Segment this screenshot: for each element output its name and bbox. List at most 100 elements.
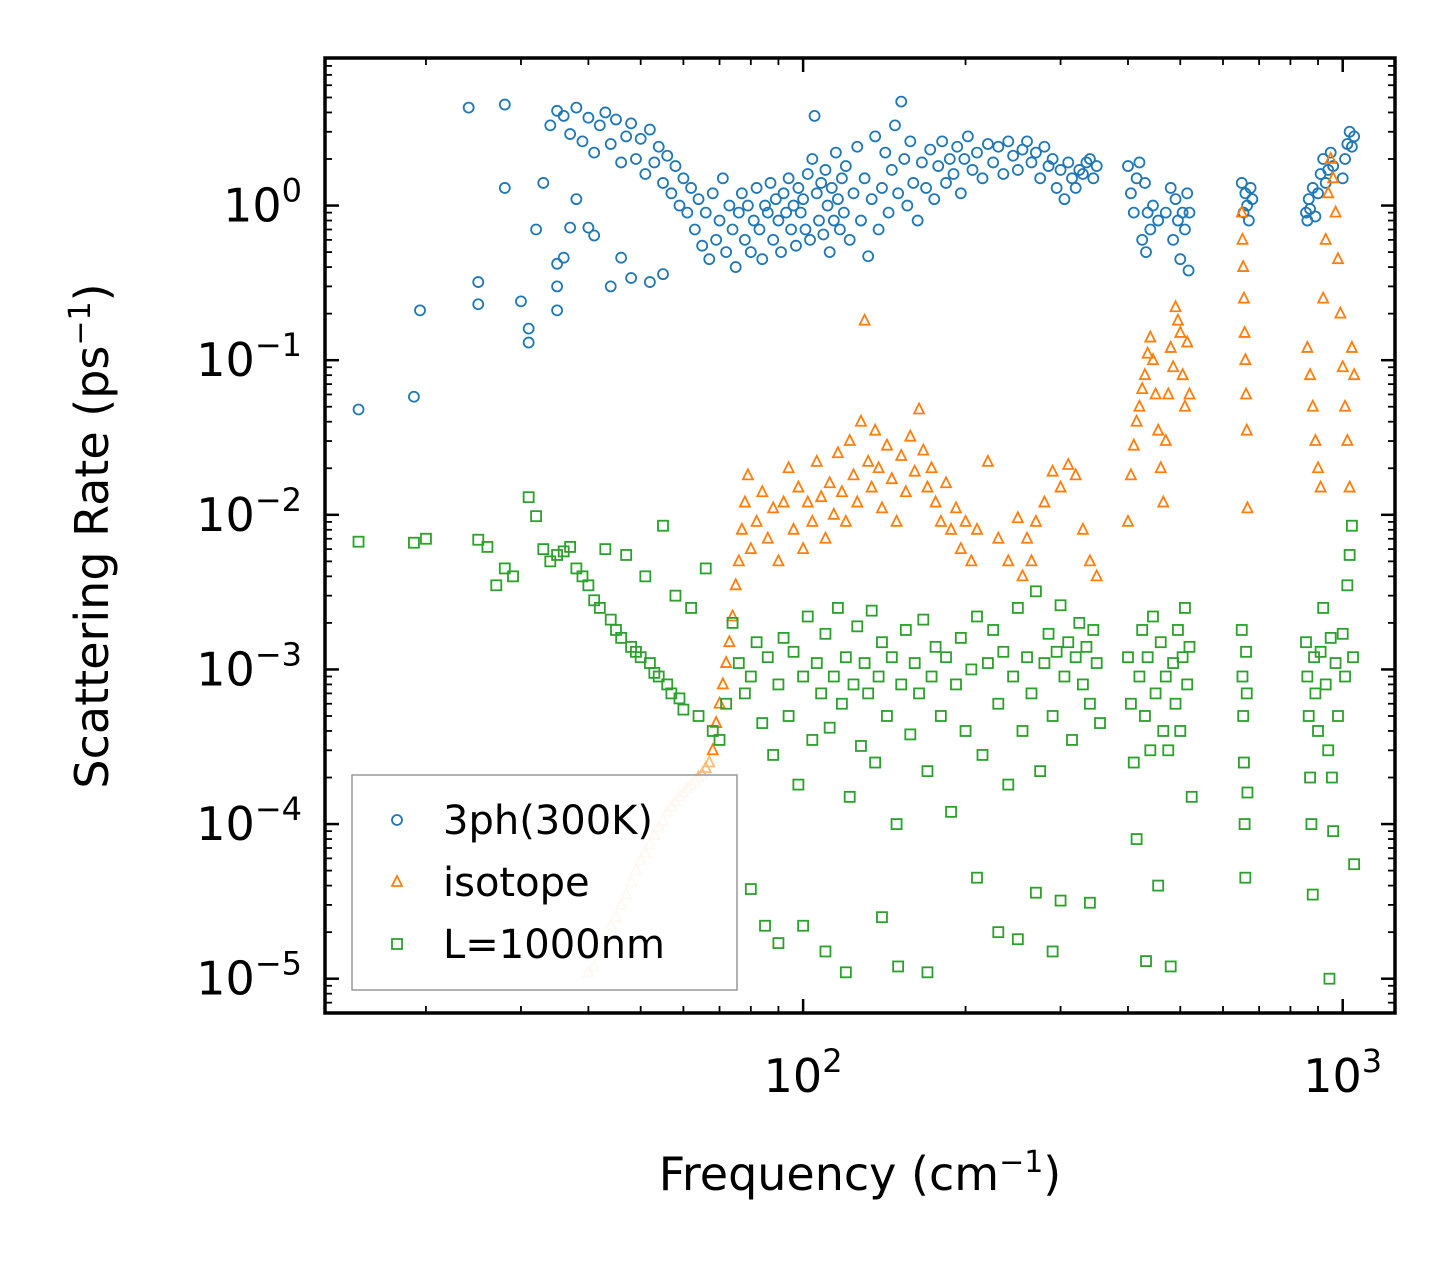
data-point (515, 295, 527, 308)
data-point (945, 805, 957, 818)
data-point (1007, 149, 1020, 162)
data-point (1167, 233, 1180, 246)
data-point (1146, 352, 1160, 366)
data-point (681, 206, 694, 219)
data-point (1183, 206, 1196, 219)
data-point (885, 651, 898, 664)
axis-ticks (325, 57, 1395, 1014)
data-point (790, 239, 802, 252)
data-point (472, 298, 485, 311)
data-point (352, 403, 365, 416)
data-point (744, 883, 757, 895)
data-point (855, 214, 867, 227)
data-point (1301, 670, 1314, 683)
data-point (876, 636, 888, 649)
data-point (1083, 697, 1096, 710)
data-point (865, 604, 878, 617)
data-point (764, 177, 777, 189)
data-point (582, 111, 595, 124)
data-point (821, 199, 834, 212)
data-point (1176, 651, 1189, 664)
data-point (792, 182, 805, 194)
data-point (1144, 223, 1157, 236)
data-point (1240, 645, 1252, 658)
data-point (564, 541, 577, 553)
data-point (1083, 896, 1096, 909)
data-point (1154, 636, 1167, 649)
data-point (1159, 670, 1172, 683)
data-point (777, 494, 791, 508)
data-point (537, 543, 550, 556)
data-point (1309, 210, 1322, 223)
data-point (780, 206, 793, 219)
data-point (753, 223, 766, 236)
data-point (710, 233, 723, 246)
data-point (1121, 513, 1135, 527)
data-point (490, 579, 503, 592)
data-point (564, 221, 577, 234)
data-point (696, 239, 709, 252)
data-point (1162, 744, 1175, 757)
series-l-1000nm (352, 491, 1361, 985)
data-point (761, 530, 775, 544)
data-point (916, 442, 930, 456)
data-point (1151, 422, 1165, 436)
data-point (1323, 972, 1336, 985)
data-point (854, 413, 868, 427)
data-point (1238, 818, 1251, 830)
legend-label: L=1000nm (443, 922, 665, 968)
data-point (1319, 231, 1333, 245)
data-point (1322, 744, 1335, 757)
data-point (992, 926, 1005, 939)
data-point (1058, 670, 1071, 683)
data-point (761, 651, 774, 664)
data-point (1029, 886, 1042, 899)
data-point (1038, 657, 1051, 669)
data-point (657, 519, 669, 532)
data-point (1136, 233, 1149, 246)
data-point (954, 541, 968, 555)
data-point (1339, 670, 1351, 683)
data-point (847, 187, 860, 200)
data-point (1025, 687, 1038, 700)
data-point (889, 119, 901, 132)
y-axis-label: Scattering Rate (ps−1) (63, 283, 119, 788)
data-point (738, 233, 751, 246)
data-point (729, 577, 743, 591)
data-point (1238, 756, 1250, 769)
data-point (954, 187, 967, 200)
data-point (759, 199, 771, 212)
data-point (1152, 879, 1165, 892)
data-point (1144, 744, 1157, 757)
data-point (766, 500, 780, 514)
data-point (772, 678, 785, 691)
data-point (1021, 651, 1033, 664)
data-point (1169, 697, 1182, 710)
data-point (1314, 645, 1327, 658)
data-point (620, 549, 633, 561)
data-point (1304, 771, 1316, 784)
data-point (1164, 182, 1177, 194)
data-point (1069, 467, 1083, 481)
data-point (961, 130, 974, 143)
data-point (777, 187, 790, 200)
data-point (1319, 678, 1332, 691)
data-point (892, 960, 905, 973)
data-point (557, 110, 570, 122)
data-point (817, 228, 830, 241)
data-point (1333, 305, 1347, 319)
data-point (1002, 778, 1015, 791)
data-point (1025, 553, 1038, 567)
data-point (971, 146, 983, 159)
data-point (911, 214, 924, 227)
data-point (703, 253, 716, 266)
data-point (1038, 140, 1051, 153)
data-point (834, 223, 846, 236)
data-point (850, 494, 864, 508)
data-point (1332, 710, 1344, 722)
data-point (665, 187, 678, 200)
data-point (1037, 494, 1051, 508)
data-point (1050, 182, 1063, 194)
data-point (1238, 352, 1252, 366)
data-point (352, 535, 365, 548)
